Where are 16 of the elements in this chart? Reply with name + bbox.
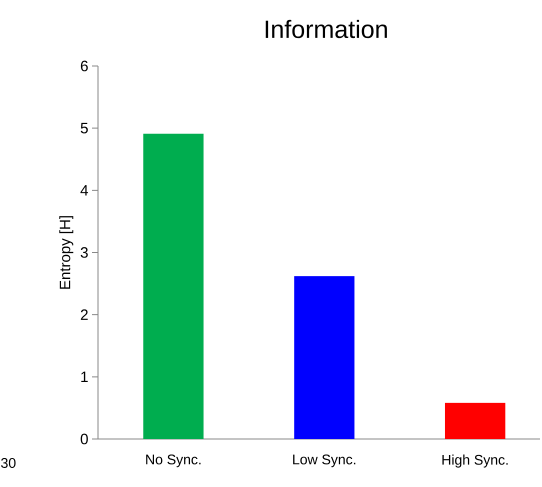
y-tick-label: 1 [81, 372, 88, 382]
bar [143, 134, 204, 439]
x-tick-label: High Sync. [442, 454, 508, 468]
y-tick-label: 0 [80, 434, 88, 444]
chart-title: Information [266, 20, 387, 38]
y-tick-label: 2 [80, 309, 88, 320]
text: 30 [1, 458, 16, 468]
bar [294, 276, 354, 439]
x-tick-label: Low Sync. [293, 454, 356, 468]
y-tick-label: 4 [80, 185, 88, 196]
y-tick-label: 5 [80, 122, 88, 134]
bar [444, 402, 506, 439]
y-tick-label: 3 [80, 247, 88, 258]
y-axis-title: Entropy [H] [59, 216, 74, 289]
x-tick-label: No Sync. [146, 454, 201, 468]
y-tick-label: 6 [80, 60, 88, 72]
